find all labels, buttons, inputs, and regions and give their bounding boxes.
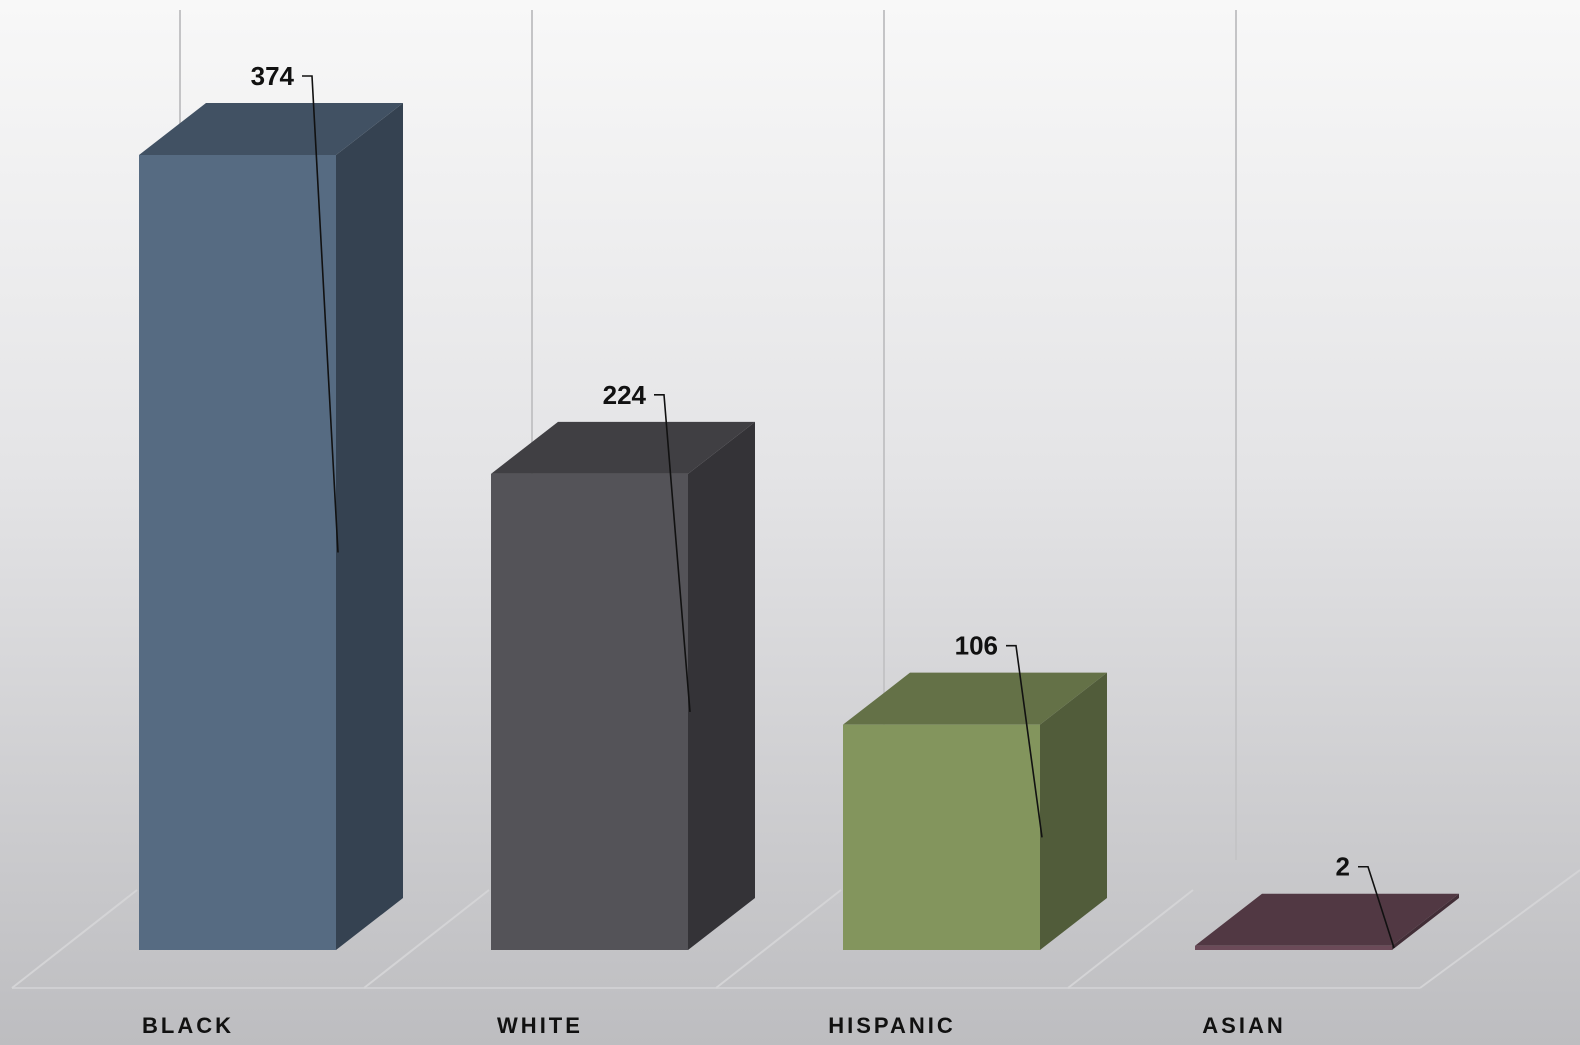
chart-floor: [11, 869, 1580, 989]
bar-top-face: [843, 672, 1107, 725]
floor-diagonal-line: [715, 889, 842, 989]
floor-diagonal-line: [1067, 889, 1194, 989]
data-label-leader-line: [654, 394, 691, 712]
data-label-black: 374: [251, 61, 295, 91]
bars-group: [139, 103, 1459, 950]
data-label-leader-line: [1358, 865, 1395, 949]
floor-diagonal-line: [363, 889, 490, 989]
bar-front-face: [491, 473, 688, 950]
data-label-leader-line: [302, 75, 339, 553]
bar-black: [139, 103, 403, 950]
data-label-asian: 2: [1336, 852, 1350, 882]
bar-asian: [1195, 893, 1459, 950]
bar-top-face: [139, 103, 403, 155]
category-labels-group: BLACK WHITE HISPANIC ASIAN: [142, 1013, 1285, 1038]
bar-side-face: [688, 421, 755, 950]
bar-top-face: [1195, 893, 1459, 946]
bar-side-face: [1040, 672, 1107, 950]
category-label-black: BLACK: [142, 1013, 234, 1038]
bar-white: [491, 421, 755, 950]
data-label-hispanic: 106: [955, 631, 998, 661]
category-label-hispanic: HISPANIC: [828, 1013, 956, 1038]
bar-front-face: [139, 155, 336, 950]
floor-diagonal-line: [11, 889, 138, 989]
bar-hispanic: [843, 672, 1107, 950]
bar-side-face: [336, 103, 403, 950]
data-label-leader-line: [1006, 644, 1043, 838]
bar-front-face: [843, 724, 1040, 950]
floor-diagonal-line: [1419, 869, 1580, 989]
bar-top-face: [491, 421, 755, 474]
bar-front-face: [1195, 945, 1392, 950]
category-label-asian: ASIAN: [1202, 1013, 1285, 1038]
bar-side-face: [1392, 893, 1459, 950]
data-label-white: 224: [603, 380, 647, 410]
data-labels-group: 374 224 106 2: [251, 61, 1395, 949]
category-label-white: WHITE: [497, 1013, 583, 1038]
